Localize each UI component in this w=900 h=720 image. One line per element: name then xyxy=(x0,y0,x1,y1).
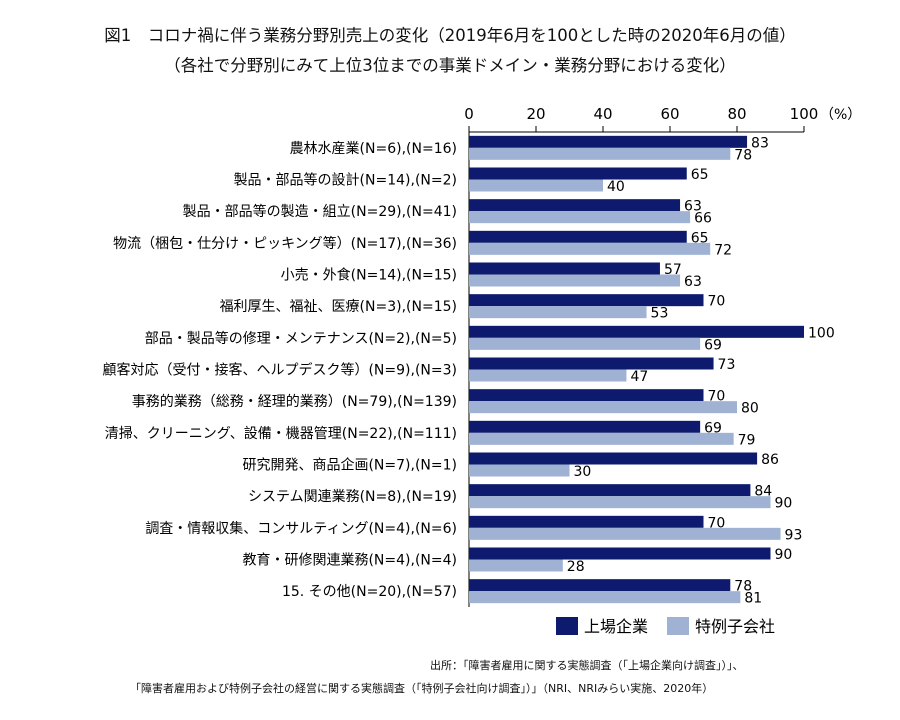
bar-listed xyxy=(469,167,687,180)
category-label: システム関連業務(N=8),(N=19) xyxy=(248,489,457,505)
data-label: 63 xyxy=(684,274,702,290)
category-label: 研究開発、商品企画(N=7),(N=1) xyxy=(242,457,457,474)
data-label: 28 xyxy=(567,559,585,575)
data-label: 84 xyxy=(754,484,772,500)
x-tick-label: 20 xyxy=(526,105,545,123)
data-label: 86 xyxy=(761,452,779,468)
source-line-1: 出所：「障害者雇用に関する実態調査（「上場企業向け調査」）」、 xyxy=(430,659,744,672)
x-tick-label: 80 xyxy=(727,105,746,123)
bar-listed xyxy=(469,135,748,148)
data-label: 66 xyxy=(694,211,712,227)
category-label: 清掃、クリーニング、設備・機器管理(N=22),(N=111) xyxy=(105,425,457,442)
x-tick-label: 100 xyxy=(790,105,819,123)
x-tick-label: 0 xyxy=(464,105,474,123)
category-label: 顧客対応（受付・接客、ヘルプデスク等）(N=9),(N=3) xyxy=(102,362,457,379)
bar-subsidiary xyxy=(469,591,741,604)
bar-listed xyxy=(469,547,771,560)
x-tick-label: 40 xyxy=(593,105,612,123)
data-label: 90 xyxy=(775,547,793,563)
category-label: 製品・部品等の設計(N=14),(N=2) xyxy=(234,172,457,189)
data-label: 78 xyxy=(734,579,752,595)
bar-subsidiary xyxy=(469,527,781,540)
bar-subsidiary xyxy=(469,432,734,445)
bar-subsidiary xyxy=(469,211,691,224)
data-label: 70 xyxy=(708,294,726,310)
data-label: 100 xyxy=(808,325,835,341)
bar-listed xyxy=(469,294,704,307)
bar-subsidiary xyxy=(469,306,647,319)
bar-subsidiary xyxy=(469,337,701,350)
bar-listed xyxy=(469,579,731,592)
bar-listed xyxy=(469,484,751,497)
bar-subsidiary xyxy=(469,242,711,255)
data-label: 93 xyxy=(785,527,803,543)
bar-listed xyxy=(469,262,660,275)
bar-subsidiary xyxy=(469,401,737,414)
category-label: 福利厚生、福祉、医療(N=3),(N=15) xyxy=(220,298,457,315)
bar-listed xyxy=(469,389,704,402)
data-label: 30 xyxy=(574,464,592,480)
category-label: 物流（梱包・仕分け・ピッキング等）(N=17),(N=36) xyxy=(113,235,457,252)
data-label: 83 xyxy=(751,135,769,151)
bar-listed xyxy=(469,325,804,338)
bar-listed xyxy=(469,452,758,465)
bar-subsidiary xyxy=(469,147,731,160)
source-line-2: 「障害者雇用および特例子会社の経営に関する実態調査（「特例子会社向け調査」）」（… xyxy=(130,682,714,695)
data-label: 69 xyxy=(704,420,722,436)
data-label: 40 xyxy=(607,179,625,195)
data-label: 78 xyxy=(734,147,752,163)
data-label: 57 xyxy=(664,262,682,278)
data-label: 79 xyxy=(738,432,756,448)
category-label: 15. その他(N=20),(N=57) xyxy=(282,584,457,600)
data-label: 65 xyxy=(691,167,709,183)
bar-subsidiary xyxy=(469,559,563,572)
category-label: 部品・製品等の修理・メンテナンス(N=2),(N=5) xyxy=(145,330,457,347)
category-label: 調査・情報収集、コンサルティング(N=4),(N=6) xyxy=(145,520,457,537)
data-label: 47 xyxy=(630,369,648,385)
bar-subsidiary xyxy=(469,369,627,382)
bar-subsidiary xyxy=(469,464,570,477)
data-label: 70 xyxy=(708,389,726,405)
bar-subsidiary xyxy=(469,274,681,287)
bar-listed xyxy=(469,357,714,370)
data-label: 72 xyxy=(714,242,732,258)
x-unit-label: （%） xyxy=(820,107,861,123)
x-tick-label: 60 xyxy=(660,105,679,123)
data-label: 90 xyxy=(775,496,793,512)
data-label: 63 xyxy=(684,199,702,215)
category-label: 小売・外食(N=14),(N=15) xyxy=(281,267,457,284)
chart-subtitle: （各社で分野別にみて上位3位までの事業ドメイン・業務分野における変化） xyxy=(164,56,736,75)
bar-listed xyxy=(469,230,687,243)
bar-subsidiary xyxy=(469,496,771,509)
data-label: 65 xyxy=(691,230,709,246)
data-label: 53 xyxy=(651,306,669,322)
bar-listed xyxy=(469,515,704,528)
legend-swatch xyxy=(667,617,689,635)
bar-subsidiary xyxy=(469,179,603,192)
data-label: 73 xyxy=(718,357,736,373)
data-label: 80 xyxy=(741,401,759,417)
legend-label: 上場企業 xyxy=(584,617,648,636)
category-label: 農林水産業(N=6),(N=16) xyxy=(290,141,457,157)
category-label: 製品・部品等の製造・組立(N=29),(N=41) xyxy=(183,203,457,220)
category-label: 事務的業務（総務・経理的業務）(N=79),(N=139) xyxy=(132,394,457,410)
data-label: 70 xyxy=(708,515,726,531)
data-label: 69 xyxy=(704,337,722,353)
legend-swatch xyxy=(556,617,578,635)
bar-listed xyxy=(469,199,681,212)
category-label: 教育・研修関連業務(N=4),(N=4) xyxy=(242,553,457,569)
data-label: 81 xyxy=(744,591,762,607)
chart-title: 図1 コロナ禍に伴う業務分野別売上の変化（2019年6月を100とした時の202… xyxy=(104,26,796,45)
legend-label: 特例子会社 xyxy=(695,617,775,636)
bar-listed xyxy=(469,420,701,433)
